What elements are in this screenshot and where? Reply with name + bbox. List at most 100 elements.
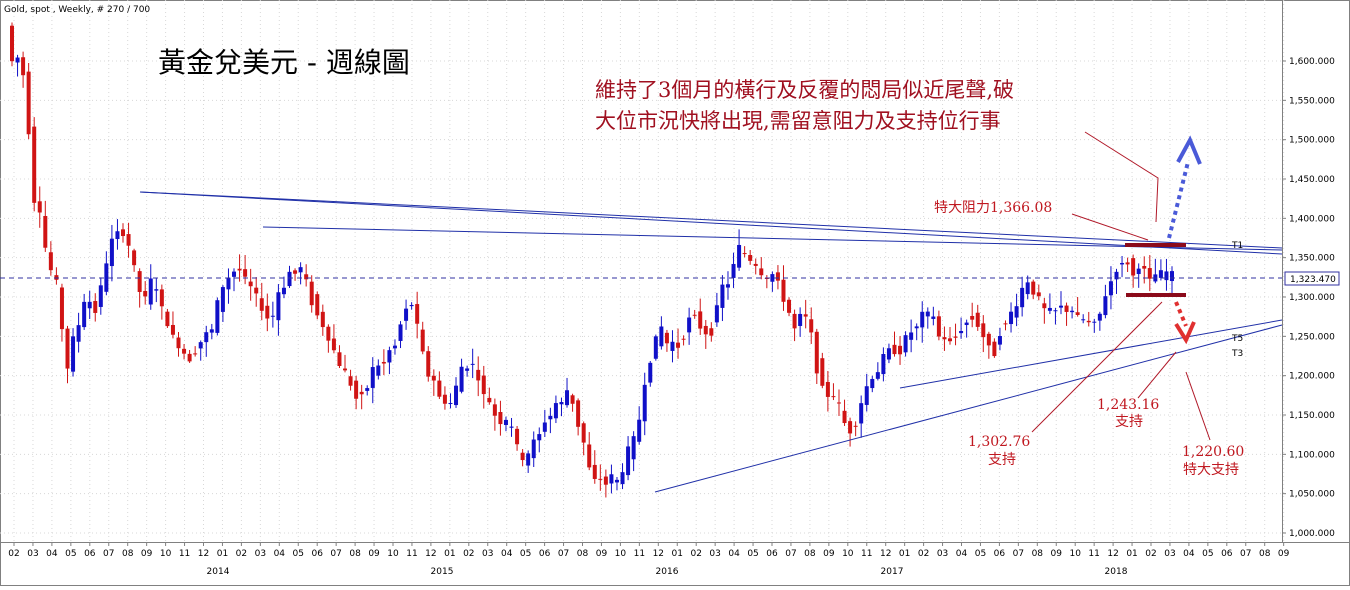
month-tick-label: 05 bbox=[1202, 549, 1213, 559]
candle-down bbox=[492, 404, 497, 416]
month-tick-label: 09 bbox=[823, 549, 835, 559]
candle-down bbox=[359, 391, 364, 395]
candle-down bbox=[487, 397, 492, 403]
candle-up bbox=[1114, 271, 1119, 280]
candle-up bbox=[209, 329, 214, 333]
candle-up bbox=[398, 324, 403, 341]
breakdown-down-arrow bbox=[1174, 301, 1196, 345]
month-tick-label: 07 bbox=[103, 549, 114, 559]
candle-down bbox=[337, 352, 342, 366]
candle-up bbox=[687, 317, 692, 333]
breakout-up-arrow-shaft bbox=[1167, 161, 1190, 239]
month-tick-label: 09 bbox=[1051, 549, 1063, 559]
month-tick-label: 02 bbox=[690, 549, 701, 559]
candle-down bbox=[437, 380, 442, 397]
candle-down bbox=[254, 287, 259, 294]
candle-down bbox=[803, 314, 808, 317]
candle-up bbox=[964, 322, 969, 326]
candle-up bbox=[731, 263, 736, 278]
candle-up bbox=[537, 434, 542, 441]
candle-down bbox=[953, 336, 958, 338]
candle-up bbox=[881, 354, 886, 375]
candle-down bbox=[692, 314, 697, 316]
candle-up bbox=[859, 403, 864, 424]
candle-down bbox=[592, 464, 597, 479]
month-tick-label: 09 bbox=[368, 549, 380, 559]
candle-up bbox=[1092, 321, 1097, 323]
candle-down bbox=[942, 337, 947, 340]
price-tick-label: 1,150.000 bbox=[1289, 411, 1335, 421]
candle-up bbox=[15, 57, 20, 63]
month-tick-label: 06 bbox=[311, 549, 323, 559]
candle-down bbox=[570, 395, 575, 404]
month-tick-label: 08 bbox=[349, 549, 361, 559]
support2-value: 1,243.16 bbox=[1097, 397, 1159, 413]
candle-down bbox=[315, 294, 320, 316]
candle-down bbox=[1147, 268, 1152, 279]
candle-up bbox=[1070, 310, 1075, 313]
candle-up bbox=[276, 292, 281, 321]
candle-up bbox=[1108, 281, 1113, 296]
candle-up bbox=[204, 332, 209, 343]
resistance-leader bbox=[1071, 213, 1149, 241]
candle-down bbox=[259, 298, 264, 311]
candle-up bbox=[714, 305, 719, 323]
t5-label: T5 bbox=[1231, 334, 1243, 344]
resistance-label: 特大阻力1,366.08 bbox=[934, 200, 1052, 216]
candle-down bbox=[381, 361, 386, 364]
candle-up bbox=[1158, 270, 1163, 278]
candle-down bbox=[159, 289, 164, 307]
candle-down bbox=[48, 252, 53, 271]
candle-down bbox=[43, 215, 48, 248]
candle-up bbox=[720, 284, 725, 308]
candle-down bbox=[248, 281, 253, 287]
year-label: 2017 bbox=[881, 567, 904, 577]
price-tick-label: 1,450.000 bbox=[1289, 175, 1335, 185]
candle-down bbox=[787, 299, 792, 313]
support1-text: 支持 bbox=[988, 452, 1016, 468]
breakout-up-arrow-head bbox=[1176, 135, 1202, 165]
month-tick-label: 08 bbox=[1259, 549, 1271, 559]
candle-up bbox=[98, 285, 103, 307]
candle-down bbox=[775, 272, 780, 281]
candle-up bbox=[281, 287, 286, 295]
candle-down bbox=[348, 376, 353, 386]
candle-up bbox=[925, 311, 930, 317]
candle-up bbox=[548, 415, 553, 420]
candle-down bbox=[137, 271, 142, 292]
candle-up bbox=[631, 436, 636, 460]
candle-down bbox=[21, 57, 26, 76]
month-tick-label: 09 bbox=[141, 549, 153, 559]
candle-down bbox=[237, 268, 242, 271]
candle-up bbox=[387, 350, 392, 363]
month-tick-label: 08 bbox=[1032, 549, 1044, 559]
year-label: 2014 bbox=[207, 567, 230, 577]
support3-text: 特大支持 bbox=[1183, 462, 1239, 478]
candle-up bbox=[71, 336, 76, 372]
plot-frame bbox=[0, 0, 1283, 543]
breakout-up-arrow bbox=[1167, 135, 1202, 239]
candle-down bbox=[132, 250, 137, 266]
price-tick-label: 1,550.000 bbox=[1289, 96, 1335, 106]
candle-up bbox=[465, 368, 470, 371]
trendline-t1-upper bbox=[139, 191, 1283, 249]
month-tick-label: 05 bbox=[293, 549, 304, 559]
month-tick-label: 11 bbox=[406, 549, 417, 559]
candle-down bbox=[947, 338, 952, 342]
candle-down bbox=[698, 311, 703, 329]
candle-up bbox=[959, 330, 964, 334]
month-tick-label: 05 bbox=[975, 549, 986, 559]
candle-down bbox=[309, 281, 314, 306]
candle-down bbox=[165, 311, 170, 327]
candle-down bbox=[442, 394, 447, 404]
month-tick-label: 02 bbox=[236, 549, 247, 559]
annotation-leader bbox=[1084, 131, 1159, 223]
candle-up bbox=[565, 390, 570, 406]
candle-up bbox=[526, 453, 531, 466]
candle-up bbox=[1164, 271, 1169, 281]
month-tick-label: 12 bbox=[880, 549, 891, 559]
candle-up bbox=[642, 384, 647, 422]
candle-down bbox=[293, 270, 298, 274]
price-tick-label: 1,200.000 bbox=[1289, 372, 1335, 382]
